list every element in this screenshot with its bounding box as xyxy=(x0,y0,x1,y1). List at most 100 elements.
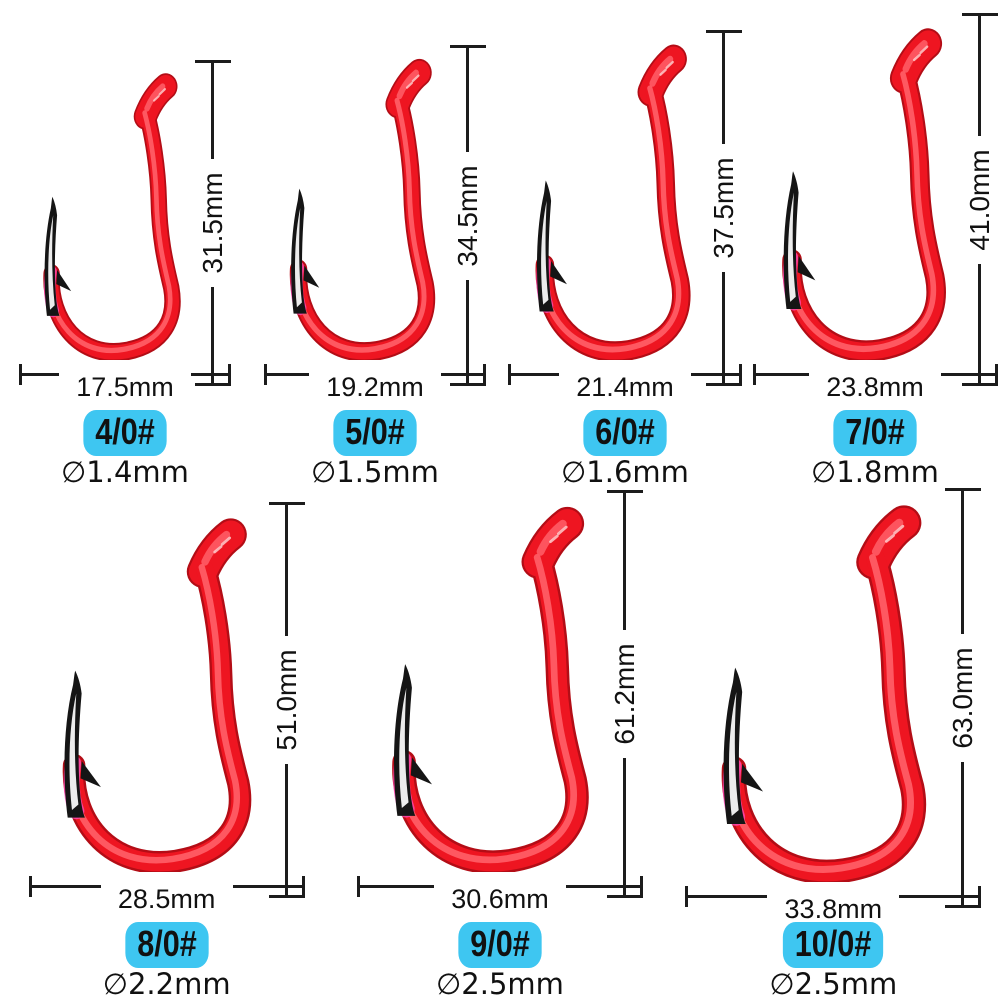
hook-figure-8-0: 51.0mm 28.5mm 8/0# ∅2.2mm xyxy=(0,488,333,1000)
dimension-line xyxy=(191,373,228,376)
dimension-line xyxy=(977,263,981,383)
width-label: 17.5mm xyxy=(76,372,174,402)
height-label: 61.2mm xyxy=(608,643,640,745)
dimension-line xyxy=(622,758,626,895)
dimension-line xyxy=(22,373,59,376)
hook-image xyxy=(18,60,190,360)
dimension-line xyxy=(441,373,483,376)
width-label: 23.8mm xyxy=(826,372,924,402)
dimension-line xyxy=(622,493,626,630)
dimension-line xyxy=(899,895,979,898)
dimension-cap xyxy=(483,364,486,385)
height-label: 63.0mm xyxy=(947,647,979,749)
hook-image xyxy=(356,490,602,872)
dimension-line xyxy=(565,885,640,888)
hook-and-height-dimension: 51.0mm xyxy=(28,502,306,898)
size-label: 4/0# xyxy=(95,411,155,452)
size-label: 6/0# xyxy=(595,411,655,452)
dimension-line xyxy=(31,885,101,888)
width-label: 21.4mm xyxy=(576,372,674,402)
height-dimension: 41.0mm xyxy=(961,13,999,386)
size-badge: 8/0# xyxy=(124,922,209,968)
width-label: 30.6mm xyxy=(451,884,549,914)
height-label: 31.5mm xyxy=(197,172,228,274)
dimension-cap xyxy=(706,30,742,33)
dimension-cap xyxy=(639,876,643,897)
dimension-cap xyxy=(356,876,360,897)
dimension-cap xyxy=(508,364,511,385)
dimension-cap xyxy=(450,383,486,386)
dimension-cap xyxy=(978,886,982,907)
dimension-cap xyxy=(961,383,998,386)
hook-and-height-dimension: 41.0mm xyxy=(752,13,999,386)
top-row: 31.5mm 17.5mm 4/0# ∅1.4mm xyxy=(0,0,1000,488)
bottom-row: 51.0mm 28.5mm 8/0# ∅2.2mm xyxy=(0,488,1000,1000)
hook-figure-7-0: 41.0mm 23.8mm 7/0# ∅1.8mm xyxy=(750,0,1000,488)
dimension-line xyxy=(961,491,965,634)
dimension-line xyxy=(755,373,809,376)
dimension-line xyxy=(284,505,288,636)
hook-figure-10-0: 63.0mm 33.8mm 10/0# ∅2.5mm xyxy=(667,488,1000,1000)
hook-and-height-dimension: 61.2mm xyxy=(356,490,644,898)
height-dimension: 61.2mm xyxy=(606,490,644,898)
width-label: 33.8mm xyxy=(784,894,883,924)
size-badge: 9/0# xyxy=(458,922,542,968)
dimension-line xyxy=(359,885,434,888)
wire-diameter-label: ∅2.2mm xyxy=(102,967,231,1001)
dimension-line xyxy=(691,373,739,376)
hook-figure-6-0: 37.5mm 21.4mm 6/0# ∅1.6mm xyxy=(500,0,750,488)
hook-and-height-dimension: 31.5mm xyxy=(18,60,232,386)
size-badge: 7/0# xyxy=(833,410,917,456)
width-dimension: 17.5mm xyxy=(19,364,231,404)
height-dimension: 63.0mm xyxy=(944,488,982,908)
dimension-line xyxy=(232,885,302,888)
hook-image xyxy=(28,502,264,872)
dimension-cap xyxy=(945,488,982,491)
width-label: 28.5mm xyxy=(117,884,216,914)
height-dimension: 34.5mm xyxy=(449,45,487,386)
hook-image xyxy=(752,13,957,360)
dimension-cap xyxy=(752,364,756,385)
dimension-cap xyxy=(264,364,267,385)
height-dimension: 37.5mm xyxy=(705,30,743,386)
size-label: 10/0# xyxy=(795,923,872,964)
dimension-line xyxy=(961,762,965,905)
hook-image xyxy=(507,30,701,360)
dimension-line xyxy=(211,63,214,159)
wire-diameter-label: ∅1.5mm xyxy=(311,455,439,489)
dimension-line xyxy=(941,373,995,376)
width-dimension: 28.5mm xyxy=(28,876,305,916)
hook-and-height-dimension: 63.0mm xyxy=(684,488,982,908)
width-dimension: 21.4mm xyxy=(508,364,742,404)
dimension-line xyxy=(466,279,469,383)
dimension-line xyxy=(722,33,725,144)
size-label: 5/0# xyxy=(345,411,405,452)
width-label: 19.2mm xyxy=(326,372,424,402)
size-badge: 6/0# xyxy=(583,410,667,456)
dimension-cap xyxy=(28,876,32,897)
height-label: 37.5mm xyxy=(708,157,739,259)
size-badge: 5/0# xyxy=(333,410,417,456)
dimension-cap xyxy=(228,364,231,385)
hook-figure-5-0: 34.5mm 19.2mm 5/0# ∅1.5mm xyxy=(250,0,500,488)
dimension-cap xyxy=(301,876,305,897)
hook-and-height-dimension: 34.5mm xyxy=(263,45,487,386)
size-label: 8/0# xyxy=(136,923,197,964)
dimension-cap xyxy=(268,895,305,898)
hook-image xyxy=(684,488,940,882)
wire-diameter-label: ∅1.6mm xyxy=(561,455,689,489)
height-dimension: 31.5mm xyxy=(194,60,232,386)
dimension-line xyxy=(722,272,725,383)
wire-diameter-label: ∅2.5mm xyxy=(436,967,564,1001)
dimension-line xyxy=(466,48,469,152)
dimension-cap xyxy=(606,490,643,493)
wire-diameter-label: ∅2.5mm xyxy=(769,967,898,1001)
hook-and-height-dimension: 37.5mm xyxy=(507,30,743,386)
width-dimension: 33.8mm xyxy=(685,886,982,924)
dimension-cap xyxy=(450,45,486,48)
dimension-cap xyxy=(961,13,998,16)
width-dimension: 23.8mm xyxy=(752,364,998,404)
hook-image xyxy=(263,45,445,360)
size-label: 9/0# xyxy=(470,923,530,964)
